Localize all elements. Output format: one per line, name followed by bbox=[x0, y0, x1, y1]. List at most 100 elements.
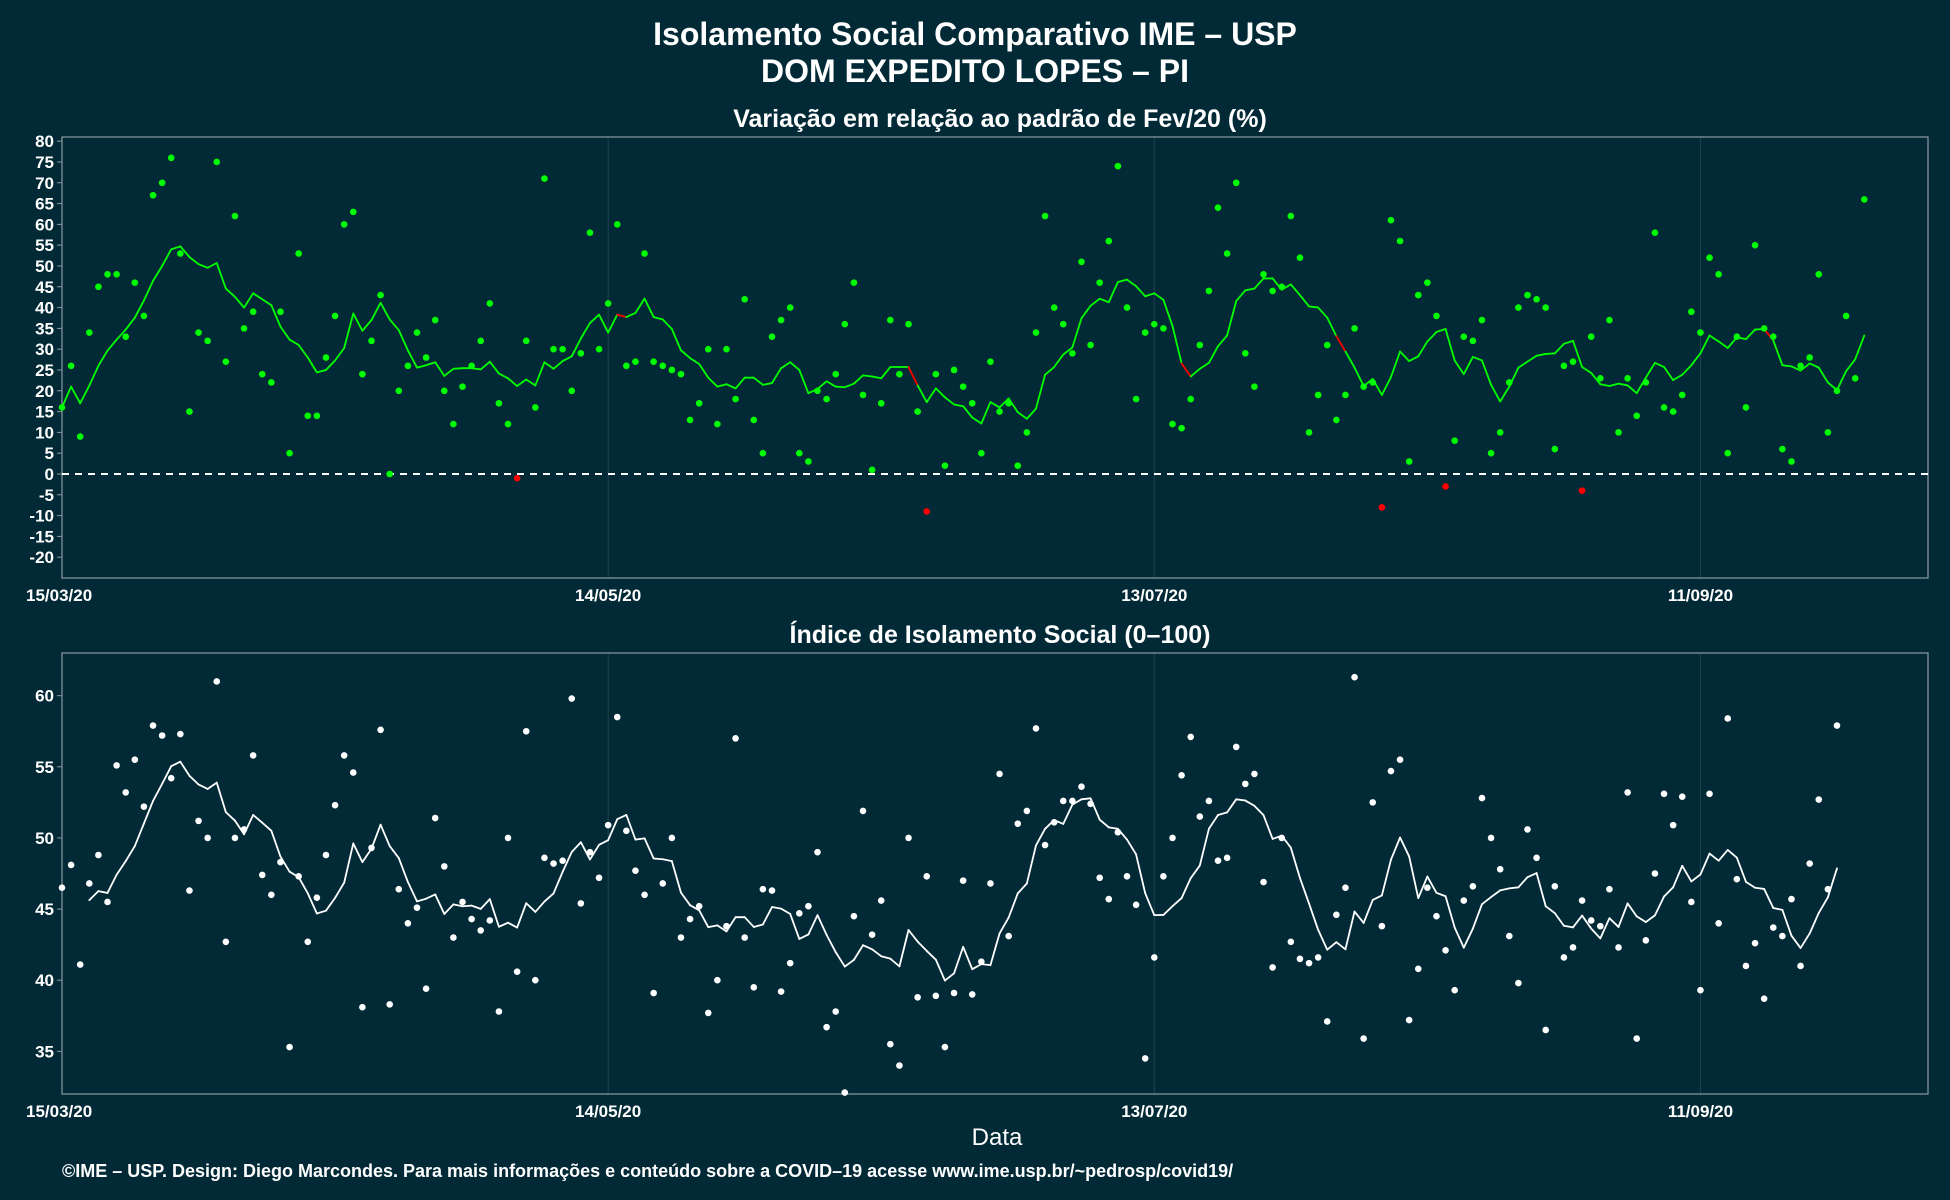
moving-average-segment bbox=[1153, 292, 1165, 301]
moving-average-segment bbox=[261, 821, 273, 832]
data-point bbox=[359, 370, 366, 378]
moving-average-segment bbox=[998, 397, 1010, 409]
moving-average-segment bbox=[1608, 382, 1620, 387]
moving-average-segment bbox=[452, 367, 464, 370]
data-point bbox=[850, 912, 858, 920]
data-point bbox=[1515, 304, 1522, 311]
moving-average-segment bbox=[1535, 872, 1547, 908]
data-point bbox=[1533, 854, 1540, 862]
moving-average-segment bbox=[88, 890, 100, 902]
moving-average-segment bbox=[1362, 899, 1374, 924]
moving-average-segment bbox=[579, 322, 591, 340]
data-point bbox=[404, 362, 412, 370]
data-point bbox=[177, 250, 184, 257]
moving-average-segment bbox=[1745, 328, 1756, 340]
data-point bbox=[1323, 1018, 1331, 1025]
moving-average-segment bbox=[461, 904, 473, 908]
data-point bbox=[559, 345, 566, 353]
moving-average-segment bbox=[288, 338, 300, 346]
data-point bbox=[1178, 772, 1185, 779]
data-point bbox=[522, 727, 530, 735]
data-point bbox=[695, 399, 703, 407]
data-point bbox=[677, 370, 685, 378]
moving-average-segment bbox=[224, 811, 236, 822]
data-point bbox=[1724, 449, 1732, 457]
moving-average-segment bbox=[752, 376, 764, 386]
data-point bbox=[186, 408, 193, 415]
data-point bbox=[978, 449, 985, 457]
moving-average-segment bbox=[1253, 277, 1265, 290]
data-point bbox=[1387, 767, 1395, 775]
moving-average-segment bbox=[1162, 298, 1174, 327]
moving-average-segment bbox=[361, 847, 373, 864]
moving-average-segment bbox=[1444, 895, 1456, 929]
data-point bbox=[1105, 895, 1113, 903]
moving-average-segment bbox=[1517, 360, 1529, 369]
moving-average-segment bbox=[1672, 373, 1684, 381]
data-point bbox=[859, 391, 867, 399]
moving-average-segment bbox=[388, 318, 400, 332]
data-point bbox=[668, 366, 676, 374]
moving-average-segment bbox=[543, 892, 555, 903]
data-point bbox=[1469, 337, 1477, 345]
data-point bbox=[113, 270, 120, 278]
moving-average-segment bbox=[579, 841, 591, 861]
data-point bbox=[1587, 333, 1595, 340]
data-point bbox=[240, 826, 248, 833]
data-point bbox=[1715, 270, 1722, 278]
moving-average-segment bbox=[1180, 362, 1192, 378]
data-point bbox=[814, 848, 821, 856]
data-point bbox=[959, 383, 967, 390]
moving-average-segment bbox=[1217, 811, 1229, 816]
moving-average-segment bbox=[871, 375, 883, 380]
data-point bbox=[1669, 821, 1677, 829]
moving-average-segment bbox=[907, 929, 919, 943]
data-point bbox=[231, 212, 239, 220]
moving-average-segment bbox=[661, 318, 673, 330]
data-point bbox=[841, 1089, 849, 1096]
data-point bbox=[1396, 756, 1404, 763]
data-point bbox=[1706, 254, 1713, 261]
data-point bbox=[1824, 885, 1832, 893]
data-point bbox=[1706, 790, 1713, 798]
moving-average-segment bbox=[1490, 889, 1502, 898]
data-point bbox=[1551, 883, 1559, 890]
data-point bbox=[1715, 919, 1722, 927]
data-point bbox=[1405, 458, 1413, 465]
data-point bbox=[1041, 212, 1049, 220]
data-point bbox=[359, 1003, 366, 1011]
data-point bbox=[550, 860, 557, 867]
data-point bbox=[923, 508, 931, 515]
moving-average-segment bbox=[1244, 799, 1256, 807]
moving-average-segment bbox=[525, 902, 537, 913]
data-point bbox=[532, 976, 539, 984]
moving-average-segment bbox=[97, 890, 109, 894]
data-point bbox=[1041, 841, 1049, 849]
moving-average-segment bbox=[698, 909, 710, 929]
y-tick-label: 0 bbox=[45, 465, 54, 484]
moving-average-segment bbox=[1471, 903, 1483, 930]
moving-average-segment bbox=[397, 857, 409, 883]
moving-average-segment bbox=[1453, 359, 1465, 376]
moving-average-segment bbox=[1371, 894, 1383, 901]
moving-average-segment bbox=[998, 916, 1010, 935]
moving-average-segment bbox=[1772, 907, 1784, 911]
data-point bbox=[741, 295, 748, 303]
data-point bbox=[431, 316, 439, 324]
data-point bbox=[1587, 917, 1595, 924]
moving-average-segment bbox=[689, 357, 701, 365]
data-point bbox=[140, 803, 148, 810]
data-point bbox=[386, 470, 393, 478]
moving-average-segment bbox=[1044, 366, 1056, 376]
moving-average-segment bbox=[525, 378, 537, 387]
data-point bbox=[1005, 932, 1012, 940]
panel-index: 15/03/20 14/05/20 13/07/20 11/09/20 35 40 45 50… bbox=[26, 652, 1929, 1121]
moving-average-segment bbox=[434, 893, 446, 915]
moving-average-segment bbox=[1581, 366, 1593, 374]
moving-average-segment bbox=[1426, 331, 1438, 343]
moving-average-segment bbox=[652, 857, 664, 861]
moving-average-segment bbox=[1617, 382, 1629, 387]
moving-average-segment bbox=[1672, 864, 1684, 889]
data-point bbox=[1078, 258, 1085, 266]
data-point bbox=[1169, 420, 1176, 428]
